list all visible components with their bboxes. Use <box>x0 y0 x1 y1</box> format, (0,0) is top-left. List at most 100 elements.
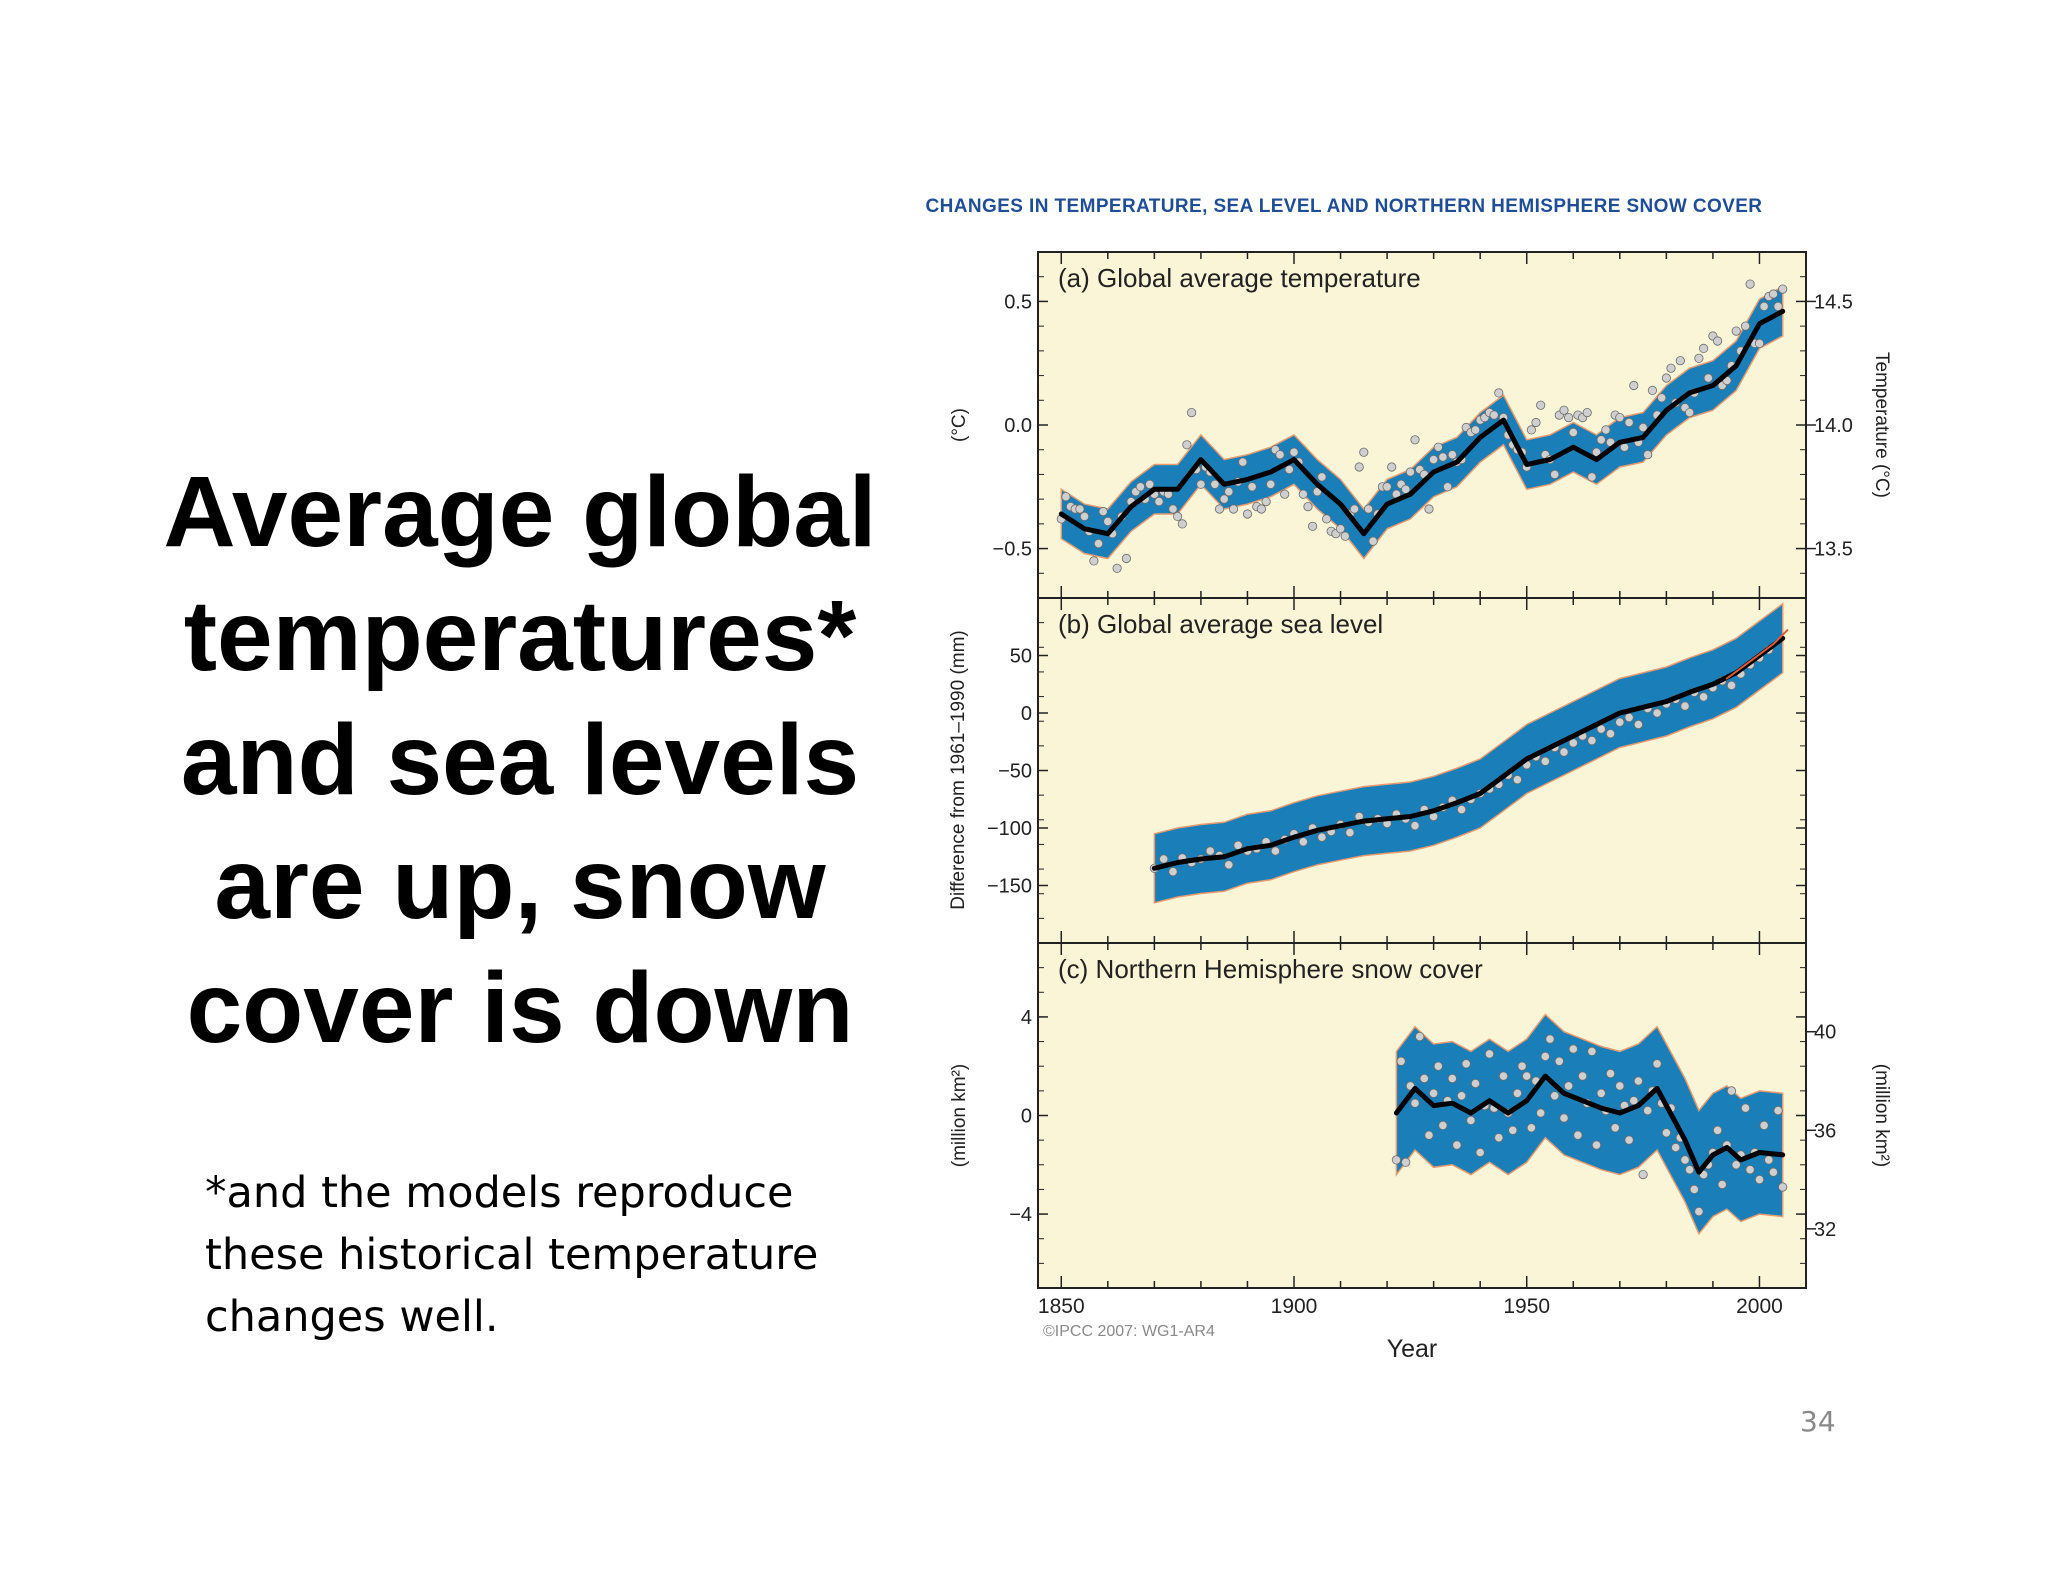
y-tick-label-left: 50 <box>1010 646 1032 668</box>
x-tick-label: 1900 <box>1271 1295 1318 1318</box>
data-point <box>1354 462 1364 472</box>
data-point <box>1615 1081 1625 1091</box>
y-tick-label-left: −0.5 <box>993 539 1032 561</box>
data-point <box>1415 1032 1425 1042</box>
x-tick-label: 2000 <box>1736 1295 1783 1318</box>
data-point <box>1093 538 1104 549</box>
data-point <box>1387 462 1397 472</box>
data-point <box>1228 504 1239 514</box>
y-tick-label-right: 14.0 <box>1814 415 1853 437</box>
data-point <box>1475 1147 1485 1158</box>
data-point <box>1591 447 1602 457</box>
y-tick-label-left: 0.0 <box>1004 415 1032 437</box>
data-point <box>1717 1179 1727 1190</box>
data-point <box>1298 837 1308 847</box>
data-point <box>1694 1207 1704 1217</box>
data-point <box>1433 442 1443 452</box>
y-axis-label-left: Difference from 1961–1990 (mm) <box>948 630 969 910</box>
data-point <box>1098 506 1108 517</box>
data-point <box>1410 435 1420 445</box>
data-point <box>1759 1120 1769 1131</box>
y-tick-label-left: 0.5 <box>1004 291 1032 313</box>
y-tick-label-right: 36 <box>1814 1120 1836 1142</box>
data-point <box>1280 489 1290 499</box>
data-point <box>1494 388 1504 398</box>
data-point <box>1424 504 1434 514</box>
data-point <box>1429 1088 1439 1098</box>
y-tick-label-left: −100 <box>987 818 1032 840</box>
data-point <box>1470 425 1481 435</box>
y-tick-label-right: 32 <box>1814 1219 1836 1241</box>
data-point <box>1564 412 1574 423</box>
panel-content <box>1056 279 1788 573</box>
data-point <box>1699 692 1709 702</box>
data-point <box>1261 496 1271 507</box>
data-point <box>1582 407 1592 418</box>
data-point <box>1685 1165 1695 1175</box>
data-point <box>1587 472 1597 482</box>
data-point <box>1540 1051 1550 1062</box>
data-point <box>1680 701 1690 711</box>
data-point <box>1145 479 1155 489</box>
data-point <box>1666 363 1676 373</box>
data-point <box>1466 1115 1476 1126</box>
smoothed-line <box>1058 308 1786 537</box>
data-point <box>1545 1034 1555 1044</box>
panel-background <box>1038 252 1806 598</box>
data-point <box>1452 1140 1462 1150</box>
data-point <box>1596 1088 1606 1098</box>
data-point <box>1643 1106 1653 1116</box>
data-point <box>1447 450 1457 460</box>
recent-trend-line <box>1725 629 1789 680</box>
data-point <box>1540 756 1550 766</box>
data-point <box>1587 735 1597 746</box>
panel-title: (a) Global average temperature <box>1058 263 1421 293</box>
data-point <box>1433 1061 1443 1071</box>
data-point <box>1526 425 1537 435</box>
y-tick-label-left: 0 <box>1021 703 1032 725</box>
data-point <box>1089 556 1099 566</box>
data-point <box>1224 860 1234 870</box>
panel-background <box>1038 598 1806 943</box>
data-point <box>1512 775 1523 785</box>
data-point <box>1494 1133 1504 1143</box>
data-point <box>1587 1046 1597 1057</box>
data-point <box>1298 489 1308 499</box>
y-tick-label-left: −150 <box>987 876 1032 898</box>
y-axis-label-left: (°C) <box>949 408 970 442</box>
y-tick-label-right: 40 <box>1814 1022 1836 1044</box>
data-point <box>1726 680 1737 691</box>
data-point <box>1187 407 1197 418</box>
data-point <box>1559 1113 1569 1123</box>
uncertainty-band <box>1060 285 1784 560</box>
panel-content <box>1391 1013 1788 1236</box>
data-point <box>1731 326 1741 336</box>
data-point <box>1615 412 1625 423</box>
data-point <box>1615 717 1625 727</box>
x-tick-label: 1950 <box>1503 1295 1550 1318</box>
data-point <box>1726 1086 1737 1096</box>
slide-title-line: and sea levels <box>180 704 860 816</box>
data-point <box>1536 400 1546 410</box>
data-point <box>1308 521 1318 531</box>
data-point <box>1438 1120 1448 1131</box>
page-number: 34 <box>1800 1405 1836 1438</box>
chart-panel-2: 50 0 −50 −100 −150 (b) Global average sea lev… <box>948 597 1807 944</box>
data-point <box>1573 1130 1583 1140</box>
data-point <box>1303 501 1313 512</box>
data-point <box>1345 827 1355 838</box>
data-point <box>1559 405 1569 415</box>
data-point <box>1112 563 1122 573</box>
panel-content <box>1149 602 1789 904</box>
data-point <box>1578 1071 1588 1081</box>
data-point <box>1671 1142 1681 1153</box>
data-point <box>1713 1125 1723 1135</box>
data-point <box>1778 284 1788 294</box>
data-point <box>1568 427 1578 437</box>
slide-title-line: cover is down <box>186 952 854 1064</box>
uncertainty-band <box>1395 1013 1784 1236</box>
footnote-line: *and the models reproduce <box>205 1168 794 1218</box>
y-tick-label-right: 14.5 <box>1814 291 1853 313</box>
y-axis-label-right: (million km²) <box>1871 1064 1892 1167</box>
